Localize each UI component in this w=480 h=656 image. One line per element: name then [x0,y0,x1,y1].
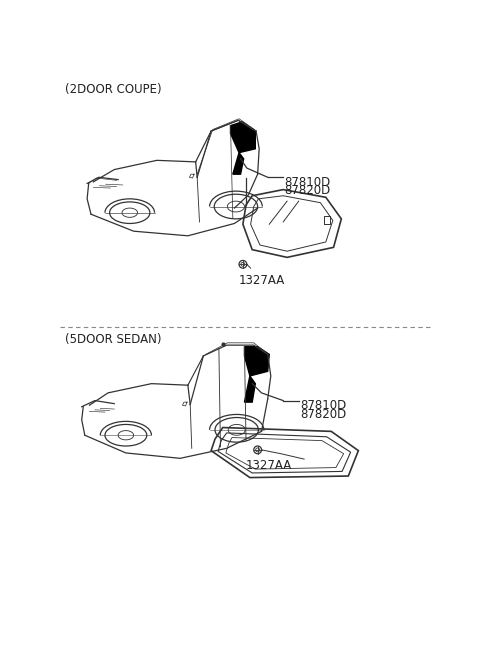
Polygon shape [230,122,255,153]
Polygon shape [244,376,255,402]
Text: 87810D: 87810D [284,176,330,189]
Text: (5DOOR SEDAN): (5DOOR SEDAN) [65,333,161,346]
Polygon shape [244,346,269,376]
Text: 87820D: 87820D [300,407,347,420]
Polygon shape [233,153,244,174]
Text: 87810D: 87810D [300,399,347,412]
Text: 1327AA: 1327AA [239,274,285,287]
Text: 1327AA: 1327AA [246,459,292,472]
Text: 87820D: 87820D [284,184,330,197]
Text: (2DOOR COUPE): (2DOOR COUPE) [65,83,161,96]
